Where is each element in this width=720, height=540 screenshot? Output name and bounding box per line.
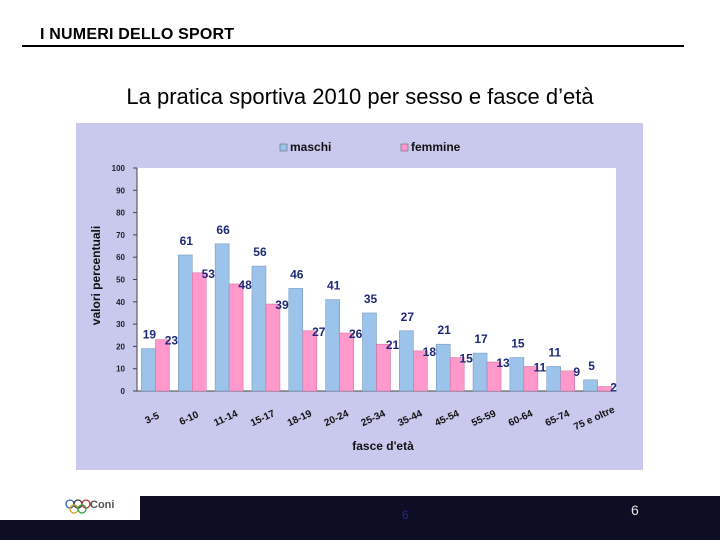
page-number: 6 — [631, 502, 639, 518]
x-category-label: 45-54 — [433, 408, 461, 429]
bar-femmine — [560, 370, 575, 392]
x-category-label: 35-44 — [396, 408, 424, 429]
bar-femmine — [376, 343, 391, 392]
value-label-femmine: 11 — [534, 360, 547, 374]
value-label-femmine: 15 — [460, 352, 474, 366]
x-category-label: 18-19 — [286, 408, 314, 429]
value-label-femmine: 18 — [423, 345, 437, 359]
bar-maschi — [546, 366, 561, 392]
bar-maschi — [435, 343, 451, 392]
bar-femmine — [228, 283, 244, 392]
bar-maschi — [288, 288, 304, 392]
value-label-maschi: 41 — [327, 279, 341, 293]
x-category-label: 15-17 — [249, 408, 277, 429]
value-label-femmine: 26 — [349, 327, 363, 341]
value-label-femmine: 21 — [386, 338, 400, 352]
value-label-femmine: 39 — [275, 298, 289, 312]
x-category-label: 11-14 — [212, 408, 240, 429]
slide-header-title: I NUMERI DELLO SPORT — [40, 26, 235, 43]
y-tick-label: 70 — [116, 231, 125, 240]
value-label-maschi: 11 — [548, 345, 561, 359]
bar-chart: 0 10 20 30 40 50 60 70 80 90 100 19 23 3-5 61 53 6-10 66 4… — [89, 140, 617, 453]
coni-rings-icon — [65, 499, 91, 514]
x-category-label: 6-10 — [178, 409, 201, 428]
value-label-femmine: 53 — [202, 267, 216, 281]
y-tick-label: 0 — [121, 387, 126, 396]
value-label-maschi: 19 — [143, 328, 157, 342]
bar-maschi — [472, 352, 488, 392]
value-label-femmine: 48 — [238, 278, 252, 292]
y-tick-label: 30 — [116, 320, 125, 329]
bar-maschi — [362, 312, 377, 392]
bar-maschi — [399, 330, 414, 392]
value-label-maschi: 56 — [253, 245, 267, 259]
bar-maschi — [251, 265, 267, 392]
x-category-label: 3-5 — [143, 411, 161, 427]
value-label-maschi: 5 — [588, 359, 595, 373]
logo-text: Coni — [90, 499, 115, 511]
bar-femmine — [155, 339, 170, 392]
y-axis-title: valori percentuali — [89, 226, 103, 325]
y-tick-label: 100 — [112, 164, 126, 173]
x-category-label: 25-34 — [360, 408, 388, 429]
y-tick-label: 20 — [116, 342, 125, 351]
x-category-label: 55-59 — [470, 408, 498, 429]
y-tick-label: 90 — [116, 186, 125, 195]
y-tick-label: 50 — [116, 276, 125, 285]
value-label-femmine: 9 — [573, 365, 580, 379]
legend-label-maschi: maschi — [290, 140, 331, 154]
chart-panel: 0 10 20 30 40 50 60 70 80 90 100 19 23 3-5 61 53 6-10 66 4… — [76, 123, 643, 470]
slide-subtitle: La pratica sportiva 2010 per sesso e fas… — [126, 84, 594, 109]
bar-femmine — [449, 357, 465, 392]
bar-femmine — [192, 272, 207, 392]
bar-femmine — [597, 386, 612, 392]
x-category-label: 75 e oltre — [572, 404, 617, 433]
value-label-maschi: 66 — [216, 223, 230, 237]
bar-femmine — [523, 366, 539, 392]
header-rule — [22, 45, 684, 47]
x-category-label: 65-74 — [544, 408, 572, 429]
value-label-maschi: 46 — [290, 267, 304, 281]
legend-label-femmine: femmine — [411, 140, 461, 154]
x-axis-title: fasce d'età — [352, 439, 414, 453]
y-tick-label: 80 — [116, 209, 125, 218]
bar-maschi — [509, 357, 525, 392]
legend-swatch-femmine — [400, 143, 409, 152]
x-category-label: 60-64 — [507, 408, 535, 429]
bar-femmine — [486, 361, 502, 392]
bar-femmine — [339, 332, 354, 392]
bar-femmine — [413, 350, 428, 392]
value-label-femmine: 23 — [165, 334, 179, 348]
value-label-femmine: 27 — [312, 325, 326, 339]
bar-maschi — [325, 299, 340, 392]
y-tick-label: 10 — [116, 365, 125, 374]
bar-femmine — [265, 303, 281, 392]
value-label-maschi: 35 — [364, 292, 378, 306]
value-label-femmine: 13 — [496, 356, 510, 370]
footer-center-number: 6 — [402, 508, 409, 522]
bar-maschi — [178, 254, 193, 392]
value-label-maschi: 17 — [474, 332, 488, 346]
legend-swatch-maschi — [279, 143, 288, 152]
value-label-femmine: 2 — [610, 381, 617, 395]
bar-maschi — [583, 379, 598, 392]
bar-femmine — [302, 330, 318, 392]
y-tick-label: 60 — [116, 253, 125, 262]
footer-bar: Coni 6 6 — [0, 496, 720, 540]
x-category-label: 20-24 — [323, 408, 351, 429]
y-tick-label: 40 — [116, 298, 125, 307]
value-label-maschi: 61 — [180, 234, 194, 248]
value-label-maschi: 21 — [438, 323, 452, 337]
bar-maschi — [141, 348, 156, 392]
value-label-maschi: 15 — [511, 337, 525, 351]
bar-maschi — [214, 243, 230, 392]
value-label-maschi: 27 — [401, 310, 415, 324]
footer-logo-area: Coni — [0, 496, 140, 520]
